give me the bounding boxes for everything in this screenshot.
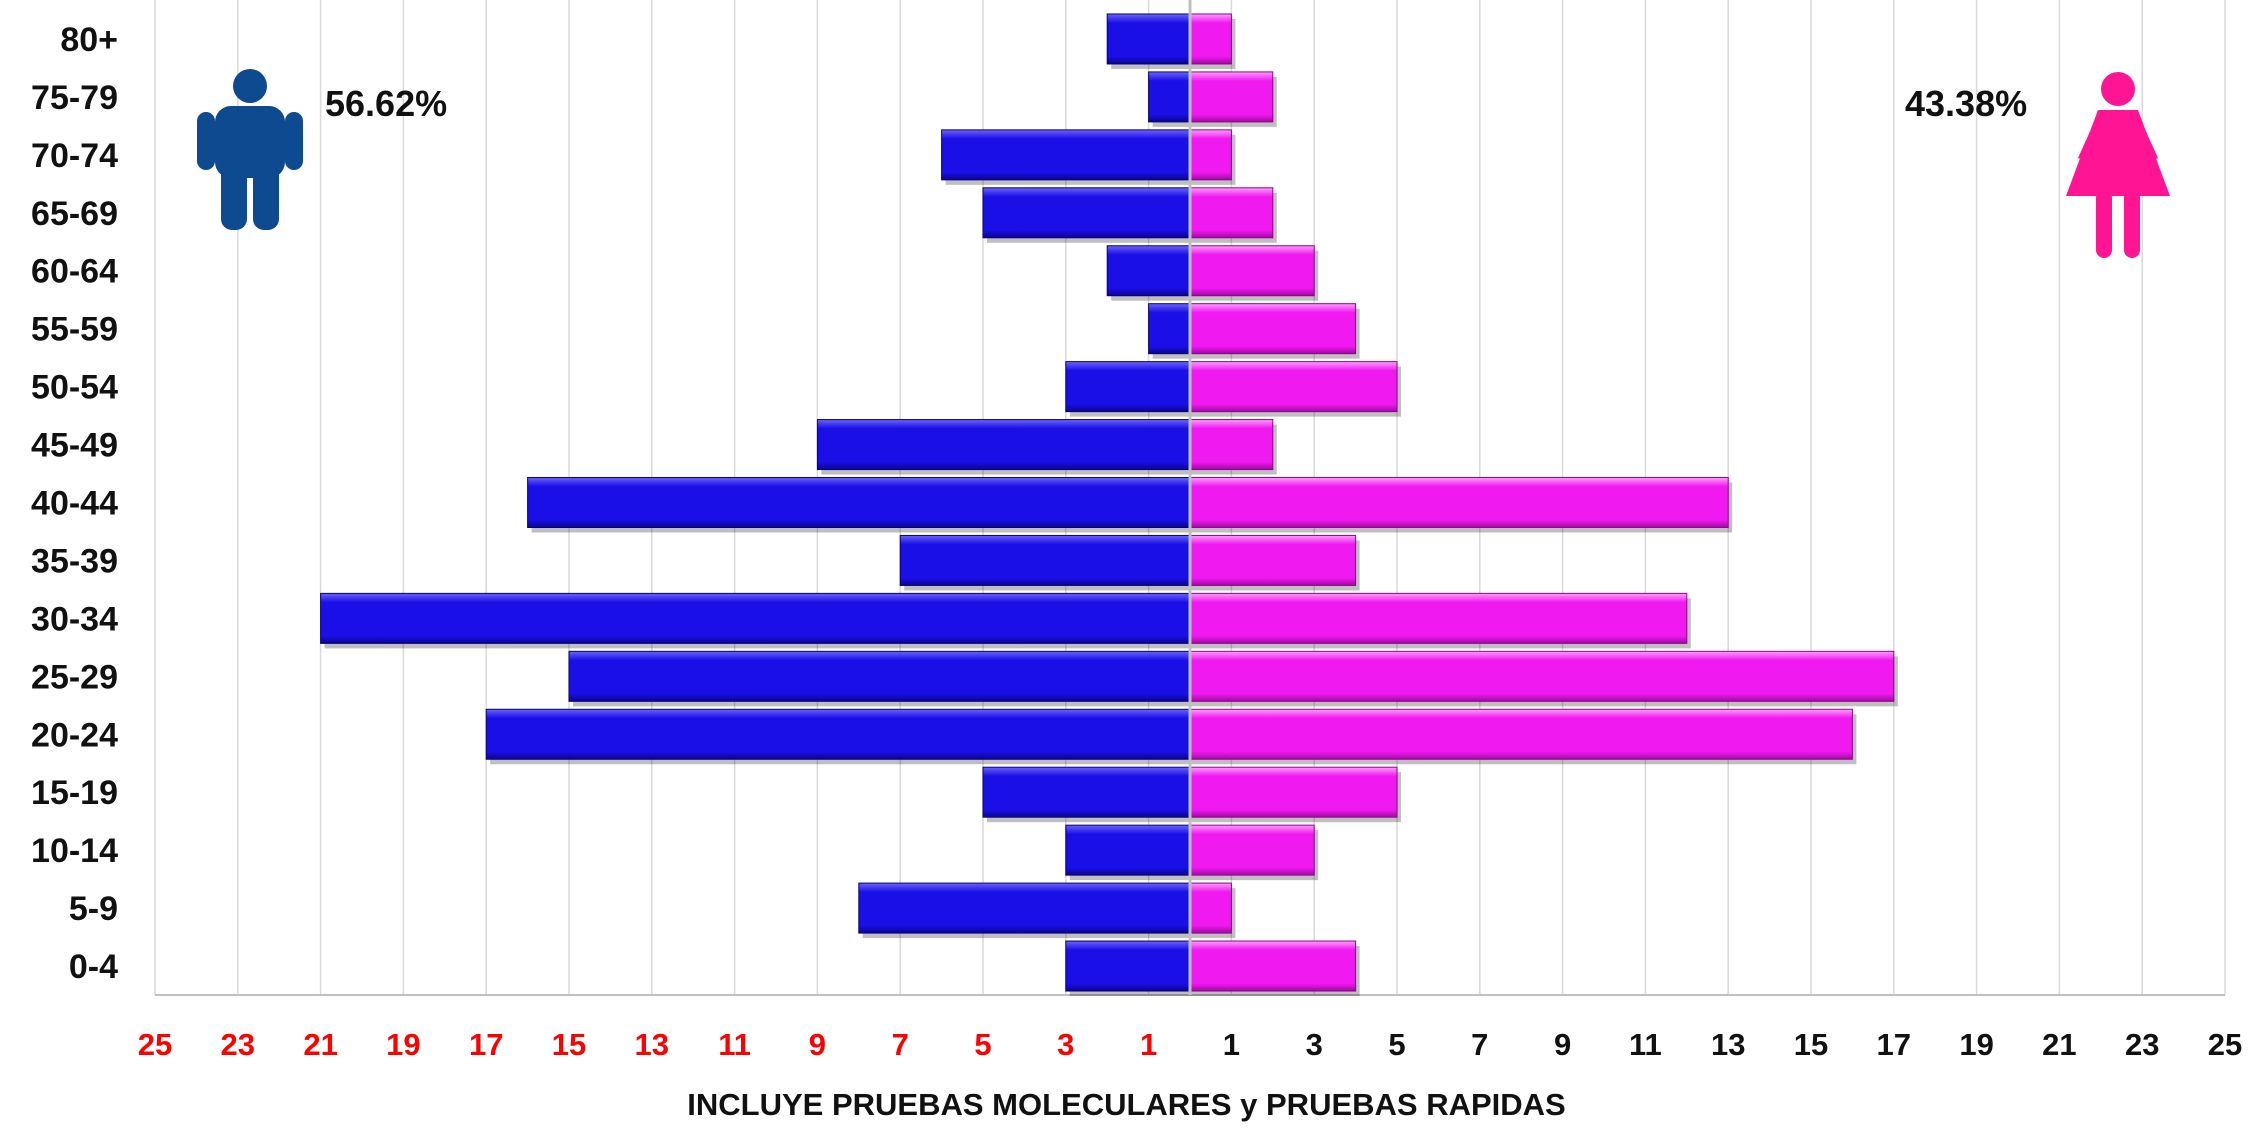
female-bar [1189,824,1315,876]
female-bar [1189,708,1853,760]
x-tick-label-left: 9 [809,1027,826,1062]
x-tick-label-right: 5 [1388,1027,1405,1062]
category-label: 15-19 [31,774,118,812]
x-tick-label-right: 15 [1794,1027,1828,1062]
x-tick-label-left: 23 [221,1027,255,1062]
x-tick-label-left: 13 [635,1027,669,1062]
x-tick-label-right: 23 [2125,1027,2159,1062]
x-tick-label-left: 3 [1057,1027,1074,1062]
x-tick-label-left: 17 [469,1027,503,1062]
category-label: 0-4 [69,948,118,986]
male-bar [858,882,1191,934]
female-bar [1189,419,1274,471]
female-bar [1189,187,1274,239]
female-bar [1189,534,1357,586]
category-label: 80+ [60,21,118,59]
male-bar [1106,245,1191,297]
male-bar [485,708,1191,760]
male-bar [1148,303,1191,355]
category-label: 65-69 [31,195,118,233]
female-bar [1189,71,1274,123]
male-bar [982,187,1191,239]
male-bar [320,592,1191,644]
female-bar [1189,245,1315,297]
female-person-icon [2066,72,2170,258]
x-tick-label-left: 7 [892,1027,909,1062]
male-bar [568,650,1191,702]
male-bar [982,766,1191,818]
female-bar [1189,940,1357,992]
female-bar [1189,477,1729,528]
x-tick-label-right: 3 [1306,1027,1323,1062]
female-bar [1189,592,1688,644]
female-bar [1189,303,1357,355]
category-label: 60-64 [31,253,118,291]
x-tick-label-left: 1 [1140,1027,1157,1062]
x-tick-label-left: 21 [303,1027,337,1062]
x-tick-label-right: 19 [1959,1027,1993,1062]
category-label: 75-79 [31,79,118,117]
female-bar [1189,13,1232,65]
category-label: 55-59 [31,311,118,349]
x-tick-label-right: 17 [1877,1027,1911,1062]
male-bar [816,419,1191,471]
category-label: 5-9 [69,890,118,928]
female-bar [1189,361,1398,413]
x-tick-label-left: 15 [552,1027,586,1062]
x-tick-label-right: 25 [2208,1027,2242,1062]
category-label: 35-39 [31,542,118,580]
male-percent-label: 56.62% [325,83,448,124]
x-tick-label-right: 9 [1554,1027,1571,1062]
female-bar [1189,650,1895,702]
category-label: 50-54 [31,369,118,407]
male-bar [1065,824,1191,876]
male-person-icon [197,69,303,230]
x-tick-label-left: 11 [718,1027,751,1062]
category-label: 40-44 [31,485,118,523]
category-label: 70-74 [31,137,118,175]
x-tick-label-left: 5 [974,1027,991,1062]
category-label: 25-29 [31,658,118,696]
female-bar [1189,882,1232,934]
category-label: 10-14 [31,832,118,870]
category-label: 30-34 [31,600,118,638]
male-bar [941,129,1191,181]
x-tick-label-right: 7 [1471,1027,1488,1062]
male-bar [1065,940,1191,992]
category-label: 20-24 [31,716,118,754]
female-bar [1189,766,1398,818]
female-percent-label: 43.38% [1905,83,2028,124]
male-bar [1106,13,1191,65]
x-tick-label-right: 1 [1223,1027,1240,1062]
x-tick-label-left: 25 [138,1027,172,1062]
male-bar [1148,71,1191,123]
male-bar [1065,361,1191,413]
male-bar [527,477,1191,528]
x-tick-label-right: 11 [1629,1027,1662,1062]
x-tick-label-right: 13 [1711,1027,1745,1062]
male-bar [899,534,1191,586]
x-axis-title: INCLUYE PRUEBAS MOLECULARES y PRUEBAS RA… [687,1087,1566,1122]
x-tick-label-right: 21 [2042,1027,2076,1062]
female-bar [1189,129,1232,181]
x-tick-label-left: 19 [386,1027,420,1062]
category-label: 45-49 [31,427,118,465]
